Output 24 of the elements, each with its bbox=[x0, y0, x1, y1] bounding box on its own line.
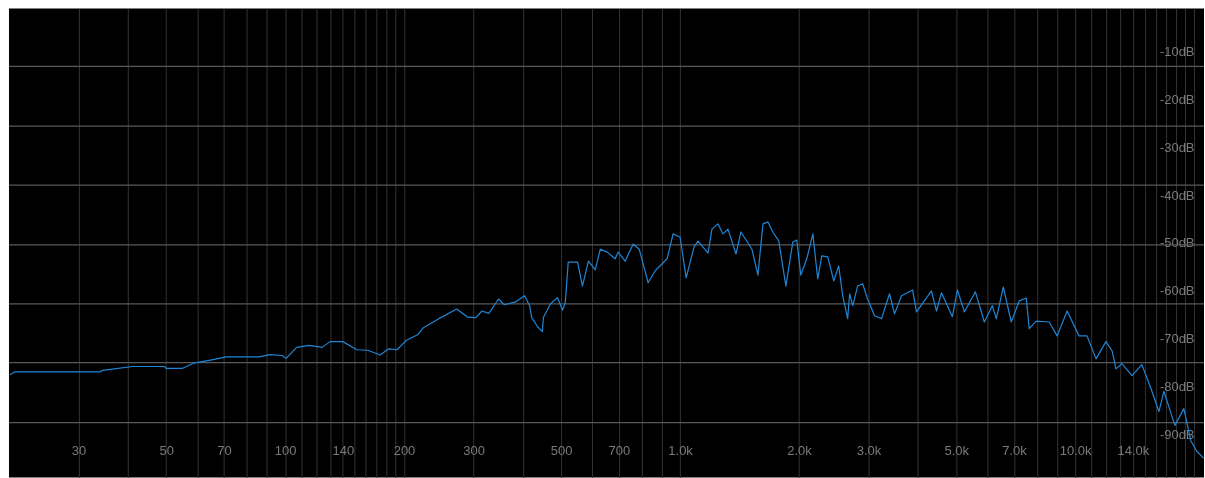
x-tick-label: 700 bbox=[608, 443, 631, 459]
x-tick-label: 300 bbox=[463, 443, 485, 459]
x-tick-label: 7.0k bbox=[1002, 443, 1028, 459]
y-tick-label: -70dB bbox=[1159, 331, 1195, 347]
x-tick-label: 50 bbox=[159, 443, 174, 459]
x-tick-label: 3.0k bbox=[856, 443, 882, 459]
x-tick-label: 200 bbox=[393, 443, 416, 459]
x-tick-label: 70 bbox=[217, 443, 232, 459]
y-tick-label: -80dB bbox=[1159, 379, 1195, 395]
y-tick-label: -60dB bbox=[1159, 283, 1195, 299]
y-tick-label: -50dB bbox=[1159, 235, 1195, 251]
y-tick-label: -30dB bbox=[1159, 139, 1195, 155]
y-tick-label: -40dB bbox=[1159, 187, 1195, 203]
x-tick-label: 100 bbox=[274, 443, 297, 459]
x-tick-label: 1.0k bbox=[668, 443, 694, 459]
y-tick-label: -20dB bbox=[1159, 91, 1195, 107]
x-tick-label: 140 bbox=[332, 443, 355, 459]
x-tick-label: 10.0k bbox=[1059, 443, 1092, 459]
x-tick-label: 2.0k bbox=[787, 443, 813, 459]
x-tick-label: 30 bbox=[71, 443, 87, 459]
x-tick-label: 14.0k bbox=[1117, 443, 1150, 459]
x-tick-label: 500 bbox=[550, 443, 573, 459]
y-tick-label: -10dB bbox=[1159, 43, 1195, 59]
x-tick-label: 5.0k bbox=[944, 443, 970, 459]
